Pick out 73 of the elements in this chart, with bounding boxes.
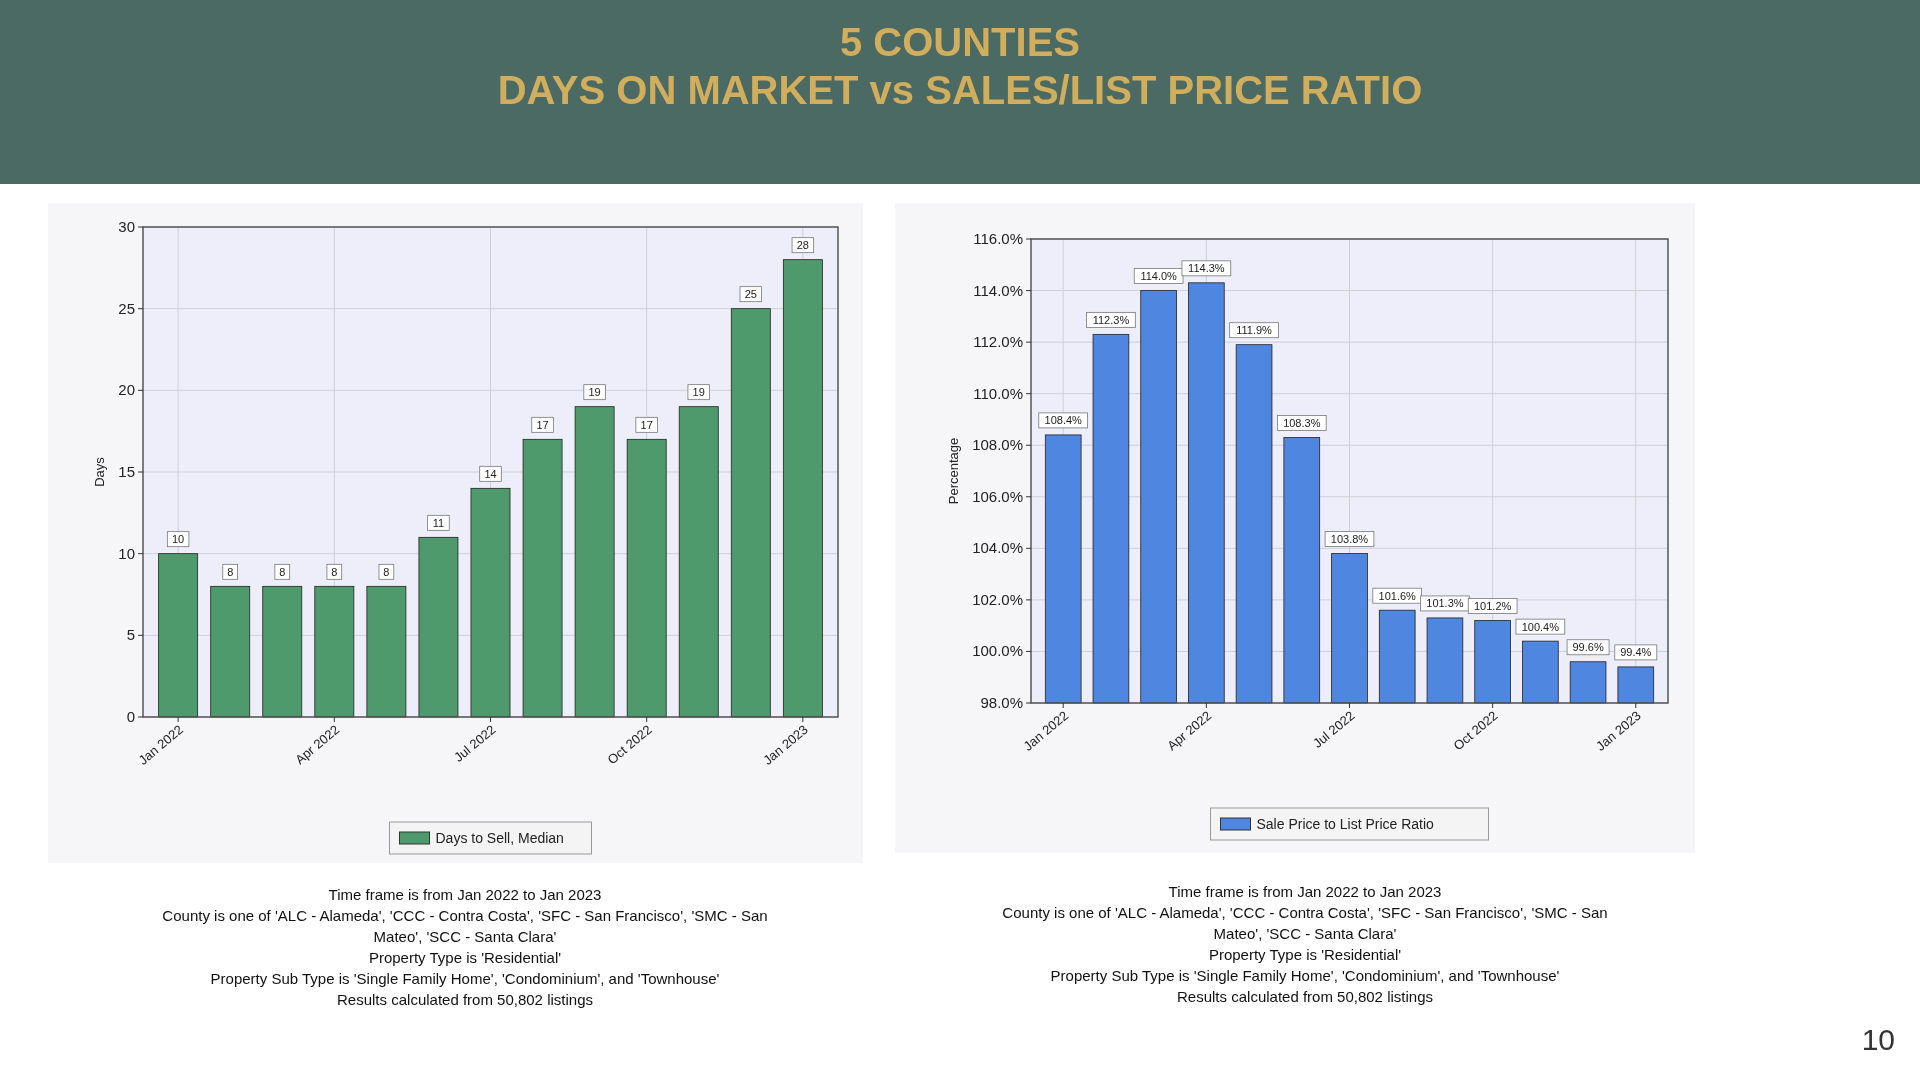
y-tick-label: 20 (118, 381, 135, 399)
y-tick-label: 100.0% (972, 642, 1023, 660)
y-axis-title: Days (92, 456, 107, 487)
data-label: 8 (383, 565, 390, 578)
bar (418, 536, 459, 718)
bar (158, 553, 199, 718)
y-tick-label: 102.0% (972, 590, 1023, 608)
y-tick-label: 10 (118, 544, 135, 562)
data-label: 108.3% (1283, 416, 1321, 429)
data-label: 10 (172, 533, 185, 546)
data-label: 111.9% (1236, 324, 1273, 337)
y-tick-label: 110.0% (973, 384, 1023, 402)
y-tick-label: 0 (126, 708, 135, 725)
y-tick-label: 106.0% (972, 487, 1023, 505)
data-label: 17 (640, 418, 653, 431)
y-tick-label: 98.0% (980, 694, 1023, 711)
text: Property Sub Type is 'Single Family Home', 'Condominium', and 'Townhouse' (210, 970, 720, 987)
data-label: 112.3% (1092, 313, 1130, 326)
data-label: 114.0% (1140, 270, 1178, 283)
bar (574, 406, 615, 718)
data-label: 28 (796, 239, 809, 252)
y-tick-label: 114.0% (973, 281, 1023, 299)
text: Property Type is 'Residential' (368, 949, 562, 966)
text: 10 (1861, 1023, 1895, 1056)
y-tick-label: 25 (118, 299, 135, 317)
text: Results calculated from 50,802 listings (1177, 988, 1433, 1005)
data-label: 19 (692, 386, 705, 399)
text: Results calculated from 50,802 listings (337, 991, 593, 1008)
bar (626, 438, 667, 718)
data-label: 25 (744, 288, 757, 301)
data-label: 108.4% (1044, 414, 1083, 427)
text: 5 COUNTIES (839, 20, 1081, 64)
bar (262, 585, 303, 718)
bar (470, 487, 511, 718)
y-tick-label: 112.0% (973, 333, 1023, 351)
text: Time frame is from Jan 2022 to Jan 2023 (328, 886, 602, 903)
data-label: 8 (227, 565, 234, 578)
data-label: 8 (331, 565, 338, 578)
legend-label: Days to Sell, Median (435, 830, 564, 846)
bar (678, 406, 719, 718)
y-tick-label: 5 (126, 626, 135, 644)
text: Time frame is from Jan 2022 to Jan 2023 (1168, 883, 1442, 900)
y-tick-label: 116.0% (973, 230, 1023, 247)
bar (210, 585, 251, 718)
text: DAYS ON MARKET vs SALES/LIST PRICE RATIO (497, 68, 1423, 112)
y-tick-label: 15 (118, 463, 135, 480)
bar (522, 438, 563, 718)
data-label: 99.6% (1572, 641, 1604, 654)
data-label: 11 (432, 516, 445, 529)
bar (782, 259, 823, 718)
y-tick-label: 30 (118, 218, 135, 235)
y-tick-label: 108.0% (972, 436, 1023, 454)
data-label: 114.3% (1188, 262, 1225, 275)
y-tick-label: 104.0% (972, 539, 1023, 557)
data-label: 14 (484, 467, 497, 480)
data-label: 8 (279, 565, 286, 578)
bar (314, 585, 355, 718)
data-label: 103.8% (1330, 532, 1369, 545)
data-label: 101.3% (1426, 597, 1464, 610)
bar (730, 308, 771, 718)
text: Property Sub Type is 'Single Family Home', 'Condominium', and 'Townhouse' (1050, 967, 1560, 984)
data-label: 100.4% (1521, 620, 1560, 633)
data-label: 99.4% (1620, 646, 1652, 659)
data-label: 17 (536, 418, 549, 431)
legend-label: Sale Price to List Price Ratio (1256, 816, 1435, 832)
data-label: 19 (588, 386, 601, 399)
y-axis-title: Percentage (946, 437, 961, 505)
data-label: 101.2% (1473, 600, 1512, 613)
text: County is one of 'ALC - Alameda', 'CCC - Contra Costa', 'SFC - San Francisco', 'SMC - San Mateo', 'SCC - Santa Clara' (1002, 904, 1608, 942)
text: County is one of 'ALC - Alameda', 'CCC - Contra Costa', 'SFC - San Francisco', 'SMC - San Mateo', 'SCC - Santa Clara' (162, 907, 768, 945)
text: Property Type is 'Residential' (1208, 946, 1402, 963)
bar (366, 585, 407, 718)
data-label: 101.6% (1378, 589, 1417, 602)
